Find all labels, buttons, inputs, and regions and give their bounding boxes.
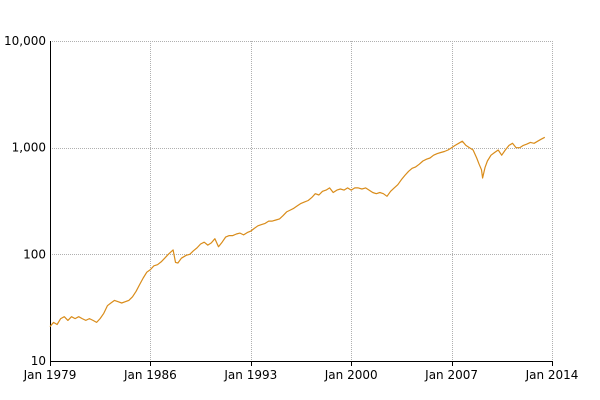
- grid-layer: [50, 41, 553, 361]
- series-layer: [49, 136, 546, 327]
- x-tick-label: Jan 2007: [424, 368, 478, 382]
- y-tick-label: 10,000: [4, 34, 46, 48]
- x-tick-label: Jan 2000: [324, 368, 378, 382]
- y-tick-label: 1,000: [12, 141, 46, 155]
- series-line: [49, 136, 546, 327]
- x-tick-label: Jan 1986: [123, 368, 177, 382]
- tick-label-layer: 10 100 1,000 10,000 Jan 1979 Jan 1986 Jan 1993…: [4, 34, 578, 382]
- y-tick-label: 10: [31, 354, 46, 368]
- x-tick-label: Jan 1979: [23, 368, 77, 382]
- x-tick-label: Jan 2014: [525, 368, 579, 382]
- axis-layer: [50, 41, 553, 366]
- y-tick-label: 100: [23, 247, 46, 261]
- x-tick-label: Jan 1993: [223, 368, 277, 382]
